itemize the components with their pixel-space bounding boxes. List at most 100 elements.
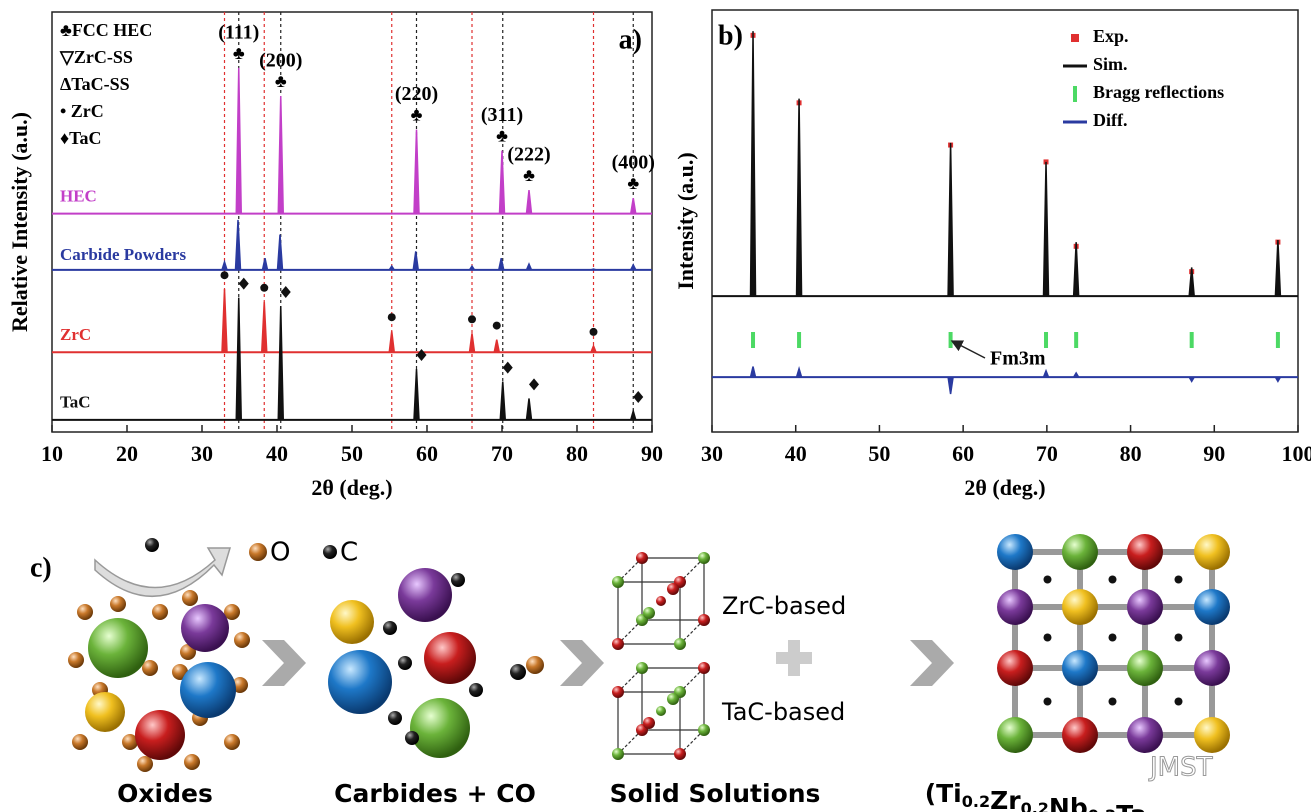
atom [224, 734, 240, 750]
peak-symbol [260, 284, 268, 292]
atom [636, 552, 648, 564]
peak-symbol: ♣ [627, 173, 639, 193]
atom [469, 683, 483, 697]
peak [527, 264, 532, 270]
legend-label: Exp. [1093, 26, 1129, 46]
formula-element: Mo [1175, 807, 1217, 812]
carbon [1175, 698, 1183, 706]
bragg-tick [797, 332, 801, 348]
atom [1194, 534, 1230, 570]
atom [234, 632, 250, 648]
peak [527, 398, 532, 419]
peak-label: (200) [259, 50, 302, 72]
x-tick-label: 80 [566, 441, 588, 466]
legend-c: C [340, 538, 358, 568]
atom [323, 545, 337, 559]
chevron [560, 640, 604, 686]
carbon [1109, 634, 1117, 642]
peak [751, 367, 756, 378]
peak-symbol [388, 313, 396, 321]
atom [182, 590, 198, 606]
stage-label: Carbides + CO [334, 779, 536, 808]
peak [278, 306, 283, 420]
atom [1062, 589, 1098, 625]
atom [667, 583, 679, 595]
bragg-tick [1044, 332, 1048, 348]
atom [1062, 650, 1098, 686]
peak [1275, 377, 1280, 381]
atom [698, 724, 710, 736]
peak-symbol [529, 378, 539, 390]
peak [500, 151, 505, 214]
atom [698, 662, 710, 674]
x-tick-label: 30 [191, 441, 213, 466]
peak [494, 340, 499, 353]
legend-text: ♦TaC [60, 128, 102, 148]
stage-label: Oxides [117, 779, 213, 808]
peak [1074, 373, 1079, 377]
peak [751, 31, 756, 296]
x-axis-label: 2θ (deg.) [311, 475, 392, 500]
peak [1189, 377, 1194, 381]
atom [674, 748, 686, 760]
legend-text: • ZrC [60, 101, 104, 121]
y-axis-label: Intensity (a.u.) [673, 152, 698, 290]
x-tick-label: 40 [266, 441, 288, 466]
panel-label: c) [30, 552, 52, 583]
chevron [910, 640, 954, 686]
atom [997, 534, 1033, 570]
peak [1275, 240, 1280, 296]
atom [1062, 534, 1098, 570]
atom [674, 638, 686, 650]
watermark: JMST [1148, 753, 1213, 783]
legend-text: ΔTaC-SS [60, 74, 130, 94]
peak-symbol [221, 271, 229, 279]
formula-element: Ti [936, 779, 962, 808]
atom [77, 604, 93, 620]
y-axis-label: Relative Intensity (a.u.) [7, 112, 32, 332]
atom [1062, 717, 1098, 753]
formula-part: ( [925, 779, 936, 808]
panel-label: b) [718, 20, 743, 51]
atom [142, 660, 158, 676]
atom [72, 734, 88, 750]
carbon [1175, 634, 1183, 642]
peak-symbol [417, 349, 427, 361]
formula-subscript: 0.2 [1088, 806, 1116, 812]
carbon [1044, 634, 1052, 642]
peak [631, 198, 636, 214]
atom [1194, 717, 1230, 753]
peak [527, 190, 532, 214]
phase-label: TaC-based [721, 698, 845, 726]
x-tick-label: 40 [785, 441, 807, 466]
atom [180, 662, 236, 718]
peak [631, 411, 636, 420]
atom [612, 748, 624, 760]
peak [631, 265, 636, 270]
x-tick-label: 20 [116, 441, 138, 466]
x-tick-label: 100 [1282, 441, 1311, 466]
peak-symbol [503, 362, 513, 374]
x-tick-label: 90 [641, 441, 663, 466]
atom [184, 754, 200, 770]
peak-symbol [468, 315, 476, 323]
legend-swatch [1071, 34, 1079, 42]
atom [1127, 589, 1163, 625]
atom [330, 600, 374, 644]
atom [424, 632, 476, 684]
series-label: TaC [60, 393, 91, 412]
x-tick-label: 90 [1203, 441, 1225, 466]
x-tick-label: 10 [41, 441, 63, 466]
atom [656, 596, 666, 606]
peak [797, 369, 802, 377]
formula-element: Ta [1116, 800, 1147, 812]
peak-symbol [493, 322, 501, 330]
atom [526, 656, 544, 674]
atom [181, 604, 229, 652]
atom [997, 650, 1033, 686]
peak-symbol: ♣ [275, 71, 287, 91]
legend-swatch [1073, 86, 1077, 102]
series-label: HEC [60, 187, 97, 206]
atom [388, 711, 402, 725]
peak-symbol [590, 328, 598, 336]
